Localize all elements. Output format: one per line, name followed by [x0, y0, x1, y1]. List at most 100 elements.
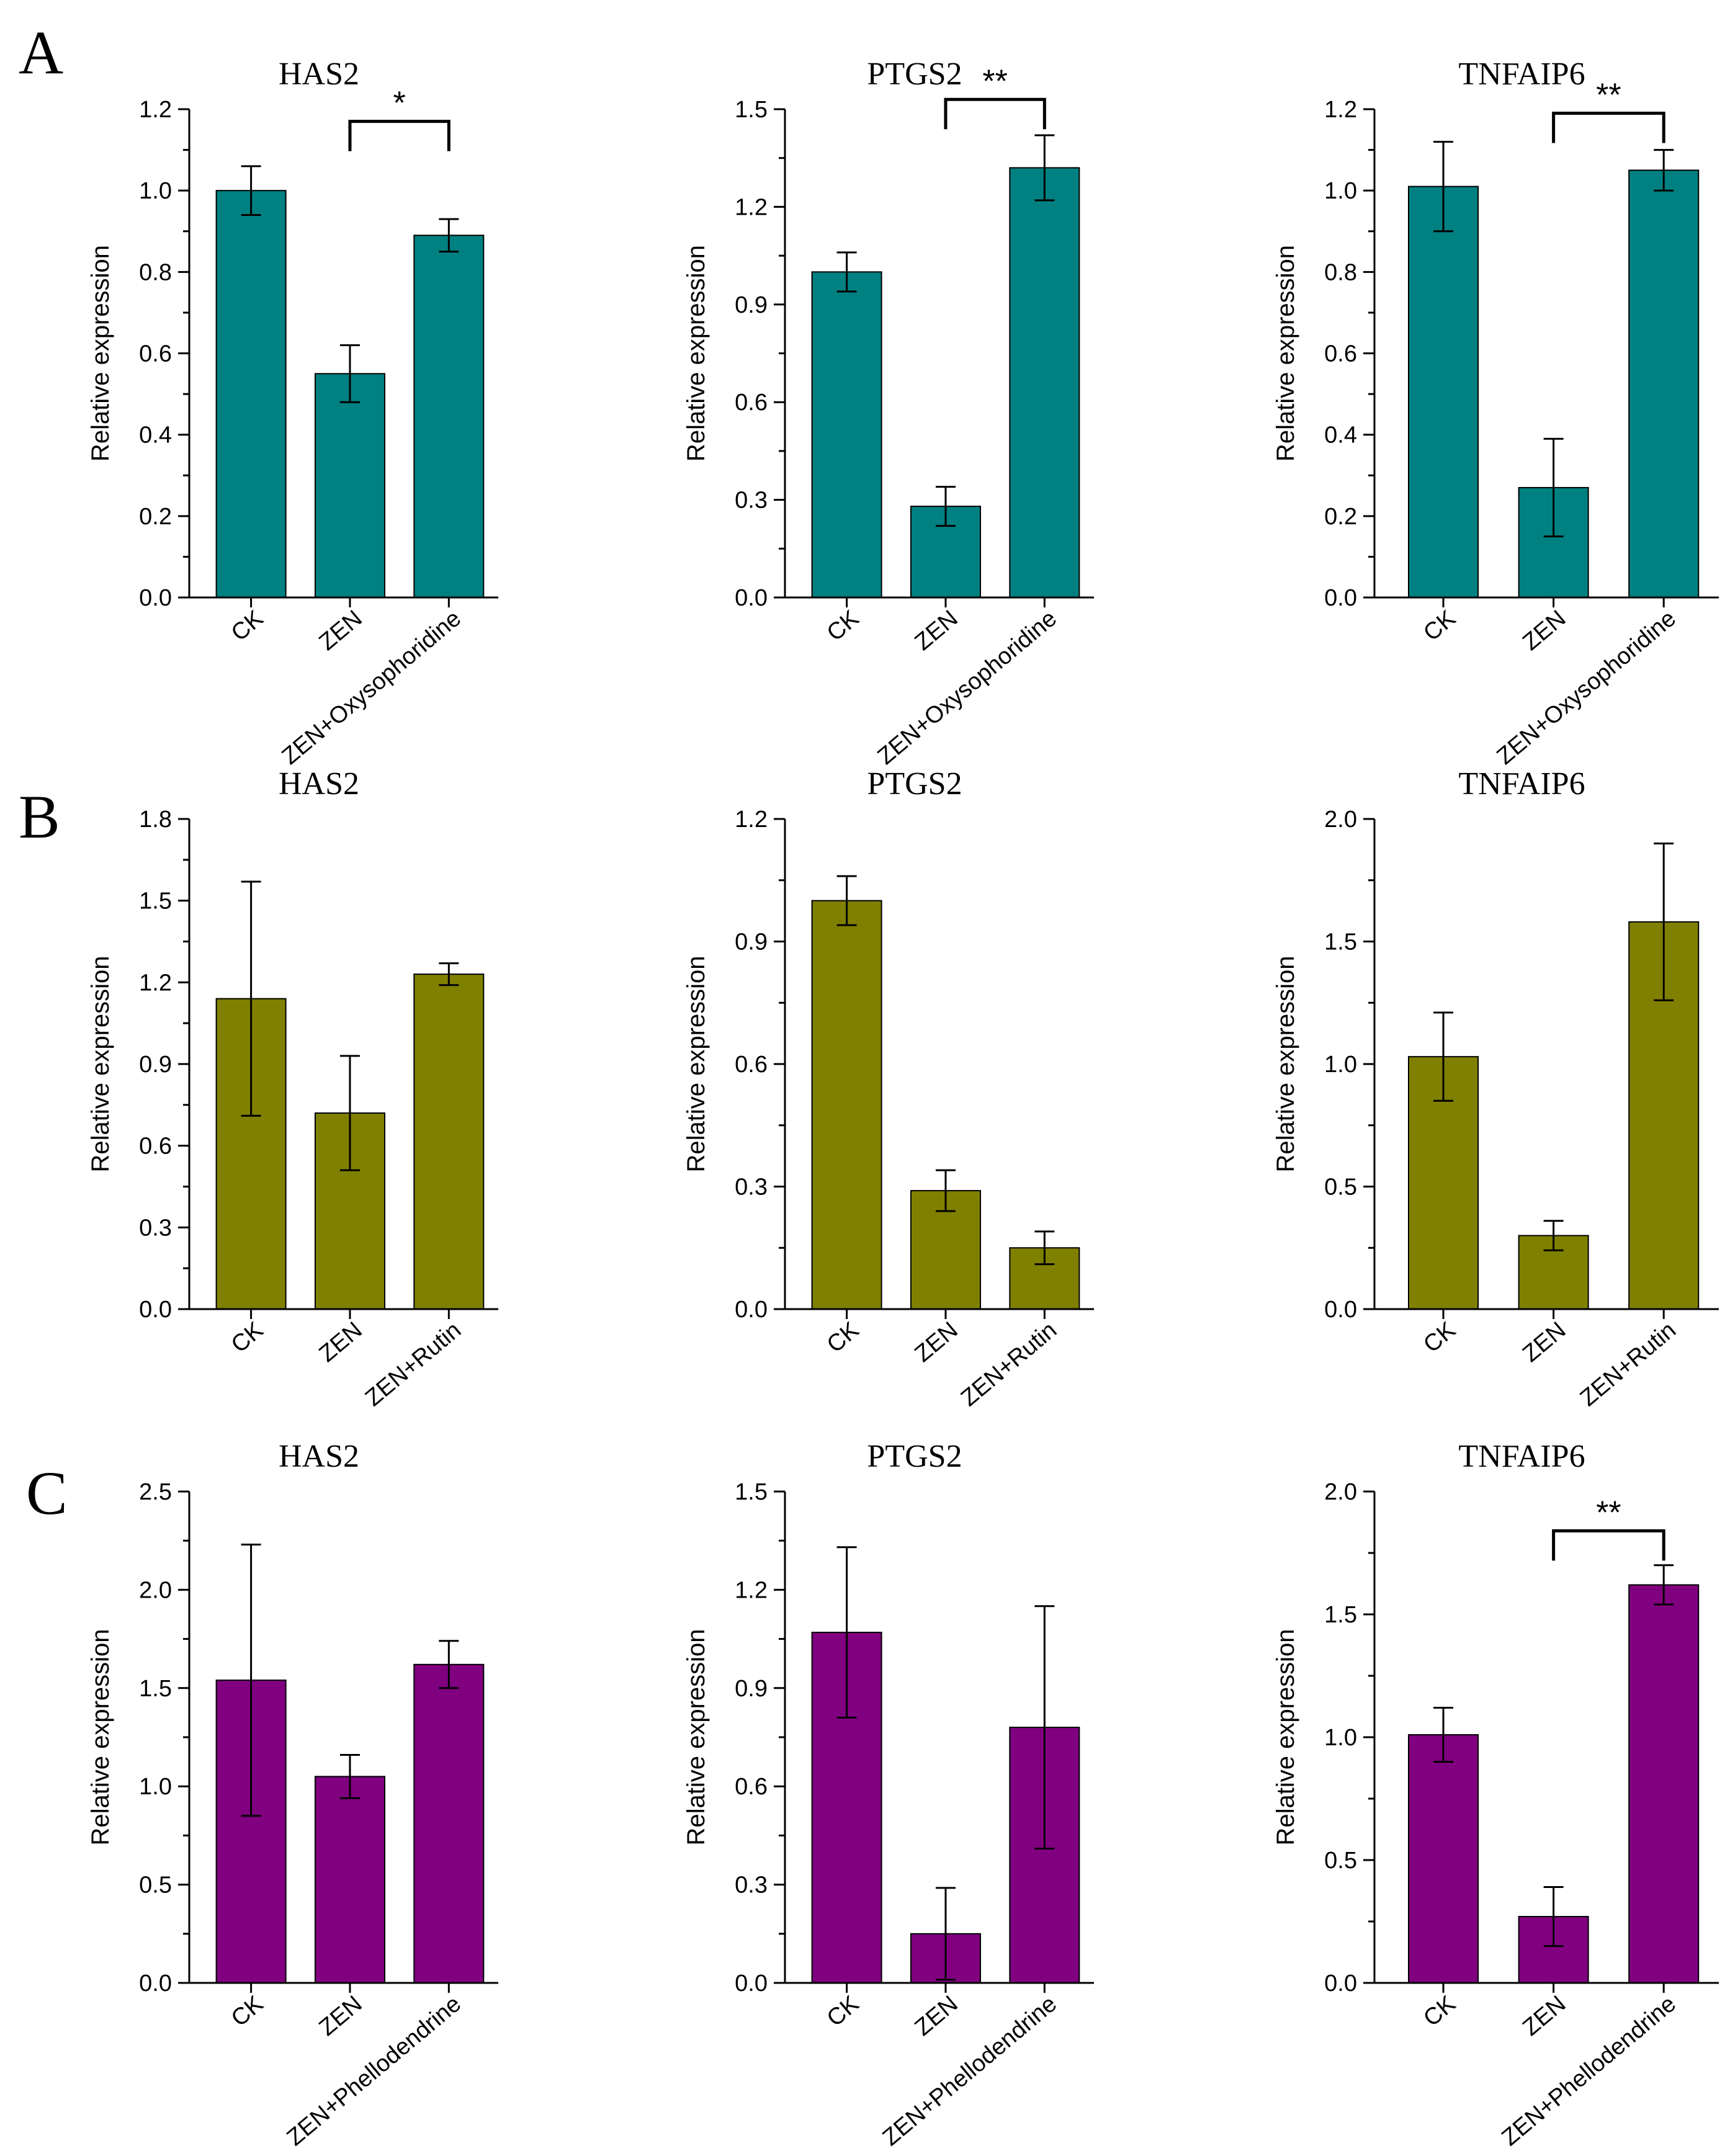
y-tick-label: 0.0 [1324, 1297, 1357, 1323]
chart-c-tnfaip6: TNFAIP6 Relative expression 0.0 0.5 1.0 1.5 2.… [1272, 1439, 1719, 2151]
bar-ck [1408, 1734, 1479, 1984]
y-tick-label: 1.0 [1324, 178, 1357, 204]
y-tick-label: 0.2 [1324, 504, 1357, 530]
chart-b-has2: HAS2 Relative expression 0.0 0.3 0.6 0.9 1.2 1.… [87, 766, 498, 1411]
error-bar [1543, 1886, 1564, 1948]
y-tick-label: 0.9 [735, 1676, 768, 1702]
chart-title: PTGS2 [867, 1439, 962, 1474]
y-tick-label: 1.5 [735, 1479, 768, 1505]
panel-letter-c: C [26, 1459, 68, 1528]
x-tick-label: ZEN+Rutin [1575, 1317, 1681, 1411]
x-tick-label: CK [822, 606, 864, 646]
y-tick-label: 1.5 [139, 888, 172, 915]
panel-letter-a: A [19, 18, 63, 87]
error-bar [836, 1546, 857, 1719]
error-bar [241, 880, 261, 1117]
chart-a-has2: HAS2 Relative expression 0.0 0.2 0.4 0.6 0.8 1.… [87, 56, 498, 770]
x-tick-label: ZEN [315, 606, 367, 656]
x-tick-label: ZEN+Oxysophoridine [1492, 606, 1681, 770]
error-bar [836, 251, 857, 293]
significance-label: ** [1596, 78, 1621, 114]
y-tick-label: 2.0 [139, 1577, 172, 1603]
significance-bracket: ** [1552, 1495, 1665, 1561]
y-tick-label: 0.4 [139, 423, 172, 449]
x-tick-label: ZEN [315, 1991, 367, 2041]
chart-c-ptgs2: PTGS2 Relative expression 0.0 0.3 0.6 0.9 1.2 1… [683, 1439, 1094, 2151]
error-bar [1543, 1220, 1564, 1251]
error-bar [439, 218, 459, 253]
y-tick-label: 1.0 [1324, 1725, 1357, 1751]
significance-label: ** [1596, 1495, 1621, 1531]
x-tick-label: CK [822, 1991, 864, 2032]
y-tick-label: 0.0 [139, 1970, 172, 1997]
x-tick-label: CK [1419, 1317, 1460, 1358]
x-tick-label: CK [1419, 606, 1460, 646]
x-tick-label: CK [226, 606, 268, 646]
error-bar [836, 875, 857, 926]
significance-label: ** [982, 63, 1007, 99]
y-tick-label: 0.0 [139, 585, 172, 611]
x-tick-label: ZEN [910, 606, 963, 656]
x-tick-label: ZEN+Rutin [956, 1317, 1062, 1411]
y-tick-label: 0.3 [735, 488, 768, 514]
x-tick-label: ZEN [1518, 606, 1571, 656]
bar-zen-oxysophoridine [1628, 169, 1700, 598]
error-bar [339, 1754, 360, 1799]
y-axis-label: Relative expression [87, 245, 114, 462]
bar-zen-phellodendrine [1628, 1584, 1700, 1984]
error-bar [1654, 1564, 1674, 1606]
bar-zen [314, 1776, 385, 1984]
x-tick-label: ZEN+Phellodendrine [282, 1991, 466, 2151]
error-bar [1034, 1230, 1055, 1266]
chart-b-tnfaip6: TNFAIP6 Relative expression 0.0 0.5 1.0 1.5 2.… [1272, 766, 1719, 1411]
y-tick-label: 1.5 [139, 1676, 172, 1702]
y-tick-label: 1.5 [735, 97, 768, 123]
x-tick-label: CK [226, 1317, 268, 1358]
y-tick-label: 2.0 [1324, 807, 1357, 833]
bar-zen-phellodendrine [413, 1663, 485, 1984]
bar-ck [215, 190, 287, 598]
y-axis-label: Relative expression [683, 955, 710, 1172]
y-tick-label: 0.3 [735, 1174, 768, 1201]
y-tick-label: 0.9 [735, 929, 768, 955]
x-tick-label: CK [1419, 1991, 1460, 2032]
bar-ck [811, 900, 882, 1310]
panel-letter-b: B [19, 782, 60, 851]
y-tick-label: 0.0 [1324, 585, 1357, 611]
chart-title: PTGS2 [867, 766, 962, 802]
y-tick-label: 0.3 [139, 1215, 172, 1241]
y-tick-label: 2.5 [139, 1479, 172, 1505]
bar-ck [811, 271, 882, 599]
chart-title: PTGS2 [867, 56, 962, 92]
chart-title: HAS2 [279, 766, 359, 802]
error-bar [1433, 140, 1453, 233]
chart-c-has2: HAS2 Relative expression 0.0 0.5 1.0 1.5 2.0 2.… [87, 1439, 498, 2151]
x-tick-label: ZEN+Oxysophoridine [873, 606, 1062, 770]
chart-a-tnfaip6: TNFAIP6 Relative expression 0.0 0.2 0.4 0.6 0.… [1272, 56, 1719, 770]
error-bar [1543, 437, 1564, 538]
y-axis-label: Relative expression [1272, 955, 1299, 1172]
x-tick-label: ZEN [315, 1317, 367, 1367]
x-tick-label: ZEN [910, 1991, 963, 2041]
y-tick-label: 1.2 [735, 194, 768, 220]
chart-title: HAS2 [279, 1439, 359, 1474]
y-tick-label: 0.6 [1324, 341, 1357, 367]
y-tick-label: 0.0 [1324, 1970, 1357, 1997]
error-bar [1034, 134, 1055, 202]
x-tick-label: ZEN+Rutin [361, 1317, 466, 1411]
y-tick-label: 0.6 [735, 1774, 768, 1800]
y-tick-label: 0.2 [139, 504, 172, 530]
y-tick-label: 0.6 [735, 1052, 768, 1078]
chart-b-ptgs2: PTGS2 Relative expression 0.0 0.3 0.6 0.9 1.2 C… [683, 766, 1094, 1411]
chart-title: TNFAIP6 [1458, 56, 1585, 92]
error-bar [1654, 843, 1674, 1001]
y-tick-label: 1.0 [139, 178, 172, 204]
error-bar [241, 165, 261, 217]
error-bar [1433, 1011, 1453, 1102]
significance-bracket: ** [1552, 78, 1665, 143]
error-bar [935, 1169, 956, 1212]
y-axis-label: Relative expression [683, 1629, 710, 1845]
chart-title: TNFAIP6 [1458, 1439, 1585, 1474]
chart-title: TNFAIP6 [1458, 766, 1585, 802]
